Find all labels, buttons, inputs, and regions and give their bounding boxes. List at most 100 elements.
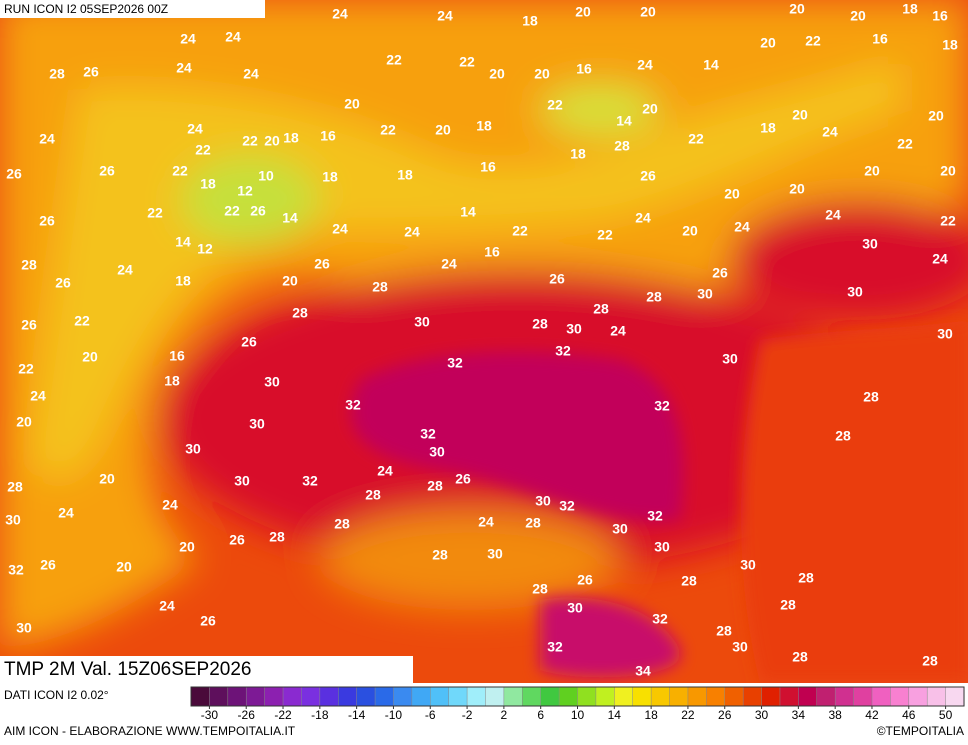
colorbar-tick-label: 30 [755, 708, 769, 722]
temperature-label: 30 [937, 326, 953, 342]
temperature-label: 28 [863, 389, 879, 405]
temperature-label: 32 [654, 398, 670, 414]
temperature-label: 14 [282, 210, 298, 226]
temperature-label: 22 [195, 142, 211, 158]
temperature-label: 30 [567, 600, 583, 616]
colorbar-tick-label: 42 [865, 708, 879, 722]
temperature-label: 18 [164, 373, 180, 389]
temperature-label: 24 [159, 598, 175, 614]
temperature-label: 24 [117, 262, 133, 278]
temperature-label: 16 [872, 31, 888, 47]
temperature-label: 28 [532, 581, 548, 597]
temperature-label: 20 [282, 273, 298, 289]
colorbar-swatch [448, 686, 468, 707]
temperature-label: 22 [897, 136, 913, 152]
colorbar-swatch [356, 686, 376, 707]
temperature-label: 32 [555, 343, 571, 359]
temperature-label: 28 [372, 279, 388, 295]
colorbar-tick-label: -14 [348, 708, 366, 722]
temperature-label: 20 [99, 471, 115, 487]
temperature-label: 32 [345, 397, 361, 413]
temperature-label: 20 [940, 163, 956, 179]
colorbar-swatch [245, 686, 266, 707]
data-source: DATI ICON I2 0.02° [4, 688, 109, 702]
temperature-label: 28 [532, 316, 548, 332]
temperature-label: 24 [180, 31, 196, 47]
temperature-label: 24 [332, 6, 348, 22]
temperature-label: 22 [940, 213, 956, 229]
temperature-label: 12 [237, 183, 253, 199]
temperature-label: 26 [241, 334, 257, 350]
temperature-label: 16 [484, 244, 500, 260]
temperature-label: 28 [716, 623, 732, 639]
footer-box [0, 656, 413, 683]
temperature-label: 28 [681, 573, 697, 589]
temperature-label: 24 [30, 388, 46, 404]
temperature-label: 20 [724, 186, 740, 202]
temperature-label: 20 [575, 4, 591, 20]
temperature-label: 24 [377, 463, 393, 479]
temperature-label: 24 [225, 29, 241, 45]
colorbar-swatch [926, 686, 947, 707]
temperature-label: 24 [932, 251, 948, 267]
temperature-label: 24 [635, 210, 651, 226]
colorbar-swatch [503, 686, 523, 707]
colorbar-tick-label: 50 [939, 708, 953, 722]
temperature-label: 16 [576, 61, 592, 77]
colorbar-tick-label: 10 [571, 708, 585, 722]
temperature-label: 34 [635, 663, 651, 679]
colorbar-swatch [264, 686, 284, 707]
colorbar-swatch [798, 686, 818, 707]
run-title: RUN ICON I2 05SEP2026 00Z [4, 2, 168, 16]
temperature-label: 24 [825, 207, 841, 223]
temperature-label: 20 [116, 559, 132, 575]
temperature-label: 32 [8, 562, 24, 578]
colorbar-tick-label: 26 [718, 708, 732, 722]
temperature-label: 30 [697, 286, 713, 302]
temperature-label: 30 [654, 539, 670, 555]
colorbar-swatch [301, 686, 321, 707]
temperature-label: 24 [478, 514, 494, 530]
temperature-label: 16 [169, 348, 185, 364]
map-background [0, 0, 968, 683]
temperature-label: 16 [320, 128, 336, 144]
temperature-label: 22 [18, 361, 34, 377]
temperature-label: 20 [792, 107, 808, 123]
temperature-label: 32 [652, 611, 668, 627]
colorbar-tick-label: 22 [681, 708, 695, 722]
temperature-label: 28 [432, 547, 448, 563]
temperature-label: 18 [522, 13, 538, 29]
temperature-label: 26 [455, 471, 471, 487]
temperature-label: 32 [547, 639, 563, 655]
temperature-label: 24 [404, 224, 420, 240]
temperature-label: 18 [175, 273, 191, 289]
temperature-label: 14 [175, 234, 191, 250]
colorbar-swatch [853, 686, 873, 707]
temperature-label: 26 [314, 256, 330, 272]
temperature-label: 28 [7, 479, 23, 495]
colorbar-swatch [190, 686, 210, 707]
colorbar-swatch [430, 686, 450, 707]
temperature-label: 20 [682, 223, 698, 239]
temperature-label: 24 [734, 219, 750, 235]
header-box [0, 0, 265, 18]
colorbar-tick-label: -10 [385, 708, 403, 722]
colorbar-swatch [540, 686, 560, 707]
colorbar: -30 -26 -22 -18 -14 -10 -6 -2 2 6 10 14 18 22 26 30 34 38… [190, 686, 965, 722]
temperature-label: 24 [610, 323, 626, 339]
temperature-label: 20 [928, 108, 944, 124]
temperature-label: 30 [862, 236, 878, 252]
temperature-label: 10 [258, 168, 274, 184]
temperature-label: 24 [437, 8, 453, 24]
colorbar-tick-label: 2 [501, 708, 508, 722]
colorbar-swatch [337, 686, 358, 707]
temperature-label: 20 [16, 414, 32, 430]
colorbar-swatch [945, 686, 965, 707]
temperature-label: 26 [200, 613, 216, 629]
temperature-label: 22 [242, 133, 258, 149]
temperature-label: 12 [197, 241, 213, 257]
temperature-label: 24 [441, 256, 457, 272]
temperature-label: 28 [292, 305, 308, 321]
temperature-label: 26 [21, 317, 37, 333]
